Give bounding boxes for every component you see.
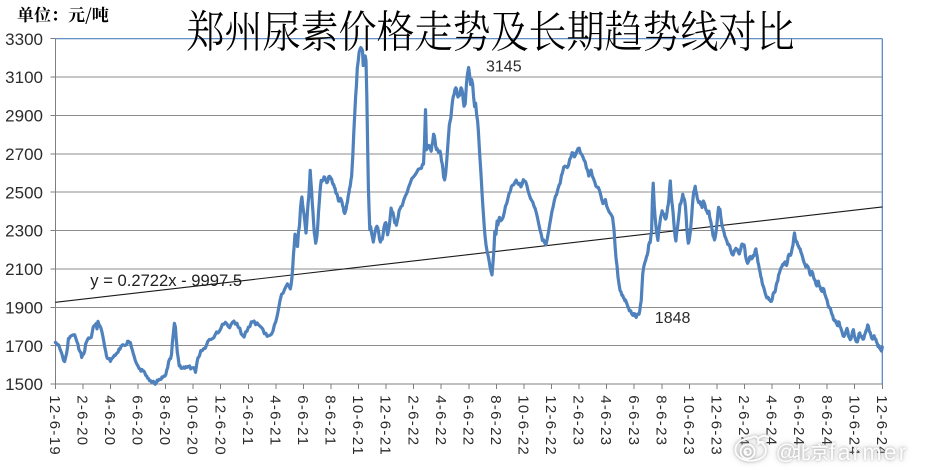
svg-text:6-6-23: 6-6-23: [625, 395, 642, 446]
svg-text:6-6-22: 6-6-22: [459, 395, 476, 446]
svg-text:12-6-21: 12-6-21: [377, 395, 394, 456]
svg-text:12-6-23: 12-6-23: [708, 395, 725, 456]
svg-text:8-6-21: 8-6-21: [322, 395, 339, 446]
svg-text:3145: 3145: [486, 59, 522, 76]
svg-text:y = 0.2722x - 9997.5: y = 0.2722x - 9997.5: [90, 271, 242, 290]
svg-text:3300: 3300: [5, 30, 43, 49]
svg-text:12-6-19: 12-6-19: [46, 395, 63, 456]
svg-text:6-6-21: 6-6-21: [294, 395, 311, 446]
svg-text:6-6-20: 6-6-20: [129, 395, 146, 446]
svg-text:10-6-21: 10-6-21: [349, 395, 366, 456]
svg-text:3100: 3100: [5, 68, 43, 87]
svg-text:2700: 2700: [5, 145, 43, 164]
svg-text:4-6-20: 4-6-20: [101, 395, 118, 446]
svg-text:2-6-20: 2-6-20: [74, 395, 91, 446]
svg-text:2-6-22: 2-6-22: [404, 395, 421, 446]
svg-text:8-6-22: 8-6-22: [487, 395, 504, 446]
svg-text:1700: 1700: [5, 337, 43, 356]
svg-text:4-6-24: 4-6-24: [763, 395, 780, 446]
svg-text:12-6-20: 12-6-20: [211, 395, 228, 456]
svg-text:2-6-21: 2-6-21: [239, 395, 256, 446]
svg-text:1900: 1900: [5, 298, 43, 317]
svg-text:2300: 2300: [5, 222, 43, 241]
svg-text:2500: 2500: [5, 183, 43, 202]
svg-text:10-6-23: 10-6-23: [680, 395, 697, 456]
svg-text:1848: 1848: [655, 310, 691, 327]
svg-text:4-6-23: 4-6-23: [597, 395, 614, 446]
svg-text:4-6-22: 4-6-22: [432, 395, 449, 446]
svg-text:8-6-24: 8-6-24: [818, 395, 835, 446]
svg-text:10-6-22: 10-6-22: [515, 395, 532, 456]
svg-text:2100: 2100: [5, 260, 43, 279]
svg-text:6-6-24: 6-6-24: [790, 395, 807, 446]
svg-text:2900: 2900: [5, 107, 43, 126]
svg-text:12-6-22: 12-6-22: [542, 395, 559, 456]
svg-text:10-6-20: 10-6-20: [184, 395, 201, 456]
svg-text:2-6-23: 2-6-23: [570, 395, 587, 446]
svg-text:8-6-20: 8-6-20: [156, 395, 173, 446]
svg-text:4-6-21: 4-6-21: [266, 395, 283, 446]
svg-text:2-6-24: 2-6-24: [735, 395, 752, 446]
svg-text:8-6-23: 8-6-23: [652, 395, 669, 446]
svg-text:1500: 1500: [5, 375, 43, 394]
